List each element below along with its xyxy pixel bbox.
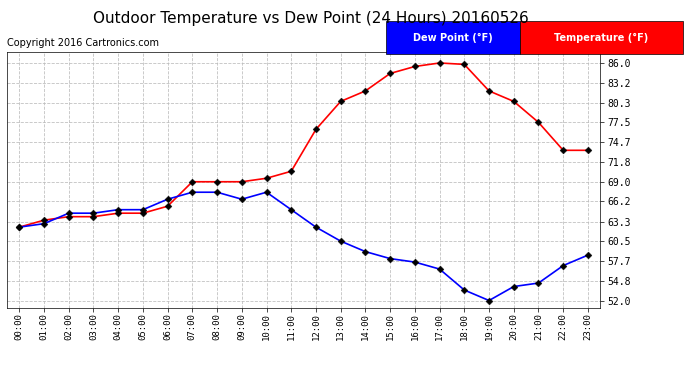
Text: Temperature (°F): Temperature (°F) [554,33,649,42]
FancyBboxPatch shape [386,21,520,54]
FancyBboxPatch shape [520,21,683,54]
Text: Dew Point (°F): Dew Point (°F) [413,33,493,42]
Text: Copyright 2016 Cartronics.com: Copyright 2016 Cartronics.com [7,38,159,48]
Text: Outdoor Temperature vs Dew Point (24 Hours) 20160526: Outdoor Temperature vs Dew Point (24 Hou… [92,11,529,26]
